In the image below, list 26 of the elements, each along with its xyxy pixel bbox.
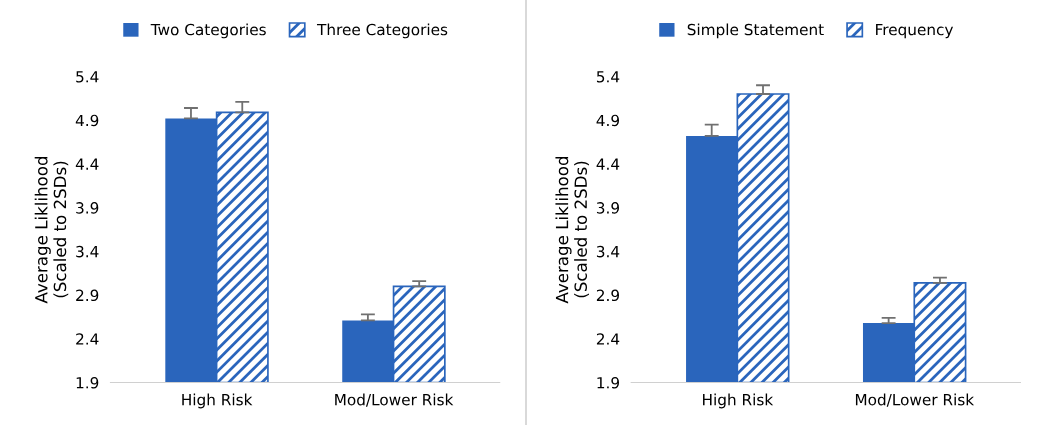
y-tick-label: 5.4 (596, 71, 620, 83)
legend-label: Simple Statement (687, 23, 824, 39)
y-tick-label: 4.9 (596, 114, 620, 127)
y-tick-label: 3.4 (596, 245, 620, 258)
y-tick-label: 3.9 (76, 202, 99, 214)
y-tick-label: 5.4 (76, 71, 99, 83)
x-tick-label: High Risk (703, 393, 774, 409)
y-axis-title: Average Liklihood (Scaled to 2SDs) (34, 156, 69, 304)
y-tick-label: 4.9 (75, 114, 99, 127)
legend-label: Three Categories (316, 23, 448, 39)
y-tick-label: 2.9 (76, 289, 99, 302)
y-tick-label: 3.4 (76, 245, 99, 258)
y-tick-label: 2.4 (76, 333, 99, 345)
x-tick-label: Mod/Lower Risk (855, 393, 975, 407)
x-tick-label: High Risk (182, 393, 253, 409)
y-tick-label: 3.9 (596, 202, 620, 214)
x-tick-label: Mod/Lower Risk (335, 393, 454, 407)
y-tick-label: 1.9 (76, 376, 99, 389)
y-tick-label: 1.9 (597, 376, 620, 389)
legend-label: Two Categories (150, 23, 266, 39)
y-tick-label: 2.9 (596, 289, 620, 302)
y-tick-label: 4.4 (596, 158, 620, 170)
y-tick-label: 2.4 (596, 333, 620, 345)
y-axis-title: Average Liklihood (Scaled to 2SDs) (555, 156, 589, 304)
legend-label: Frequency (876, 23, 954, 39)
y-tick-label: 4.4 (75, 158, 99, 170)
